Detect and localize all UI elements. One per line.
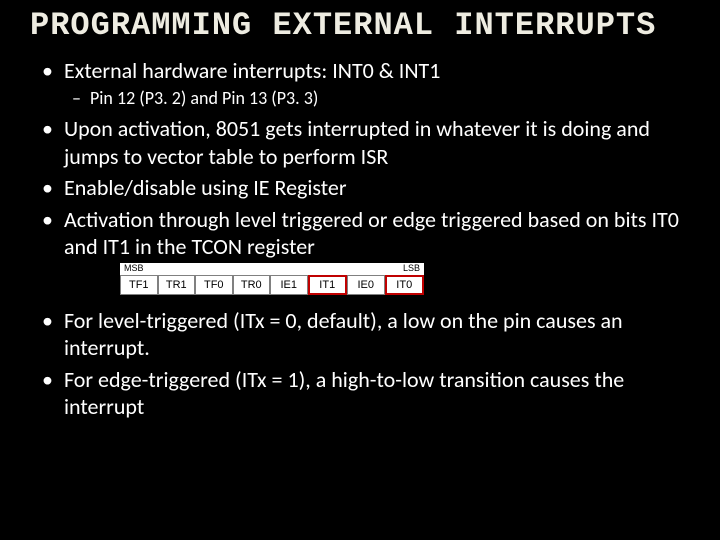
- reg-cell-tr0: TR0: [233, 275, 271, 295]
- slide: PROGRAMMING EXTERNAL INTERRUPTS External…: [0, 0, 720, 540]
- reg-cell-ie1: IE1: [270, 275, 308, 295]
- slide-title: PROGRAMMING EXTERNAL INTERRUPTS: [30, 8, 690, 43]
- bullet-text: Activation through level triggered or ed…: [64, 206, 679, 261]
- bullet-item: For edge-triggered (ITx = 1), a high-to-…: [64, 366, 690, 421]
- sub-bullet-list: Pin 12 (P3. 2) and Pin 13 (P3. 3): [64, 87, 690, 110]
- reg-cell-ie0: IE0: [347, 275, 385, 295]
- lsb-label: LSB: [403, 263, 420, 274]
- bullet-text: For level-triggered (ITx = 0, default), …: [64, 307, 623, 362]
- bullet-item: Enable/disable using IE Register: [64, 174, 690, 202]
- sub-bullet-text: Pin 12 (P3. 2) and Pin 13 (P3. 3): [90, 87, 318, 109]
- sub-bullet-item: Pin 12 (P3. 2) and Pin 13 (P3. 3): [90, 87, 690, 110]
- reg-cell-it0: IT0: [385, 275, 425, 295]
- reg-cell-it1: IT1: [308, 275, 348, 295]
- bullet-list: External hardware interrupts: INT0 & INT…: [30, 57, 690, 421]
- bullet-item: External hardware interrupts: INT0 & INT…: [64, 57, 690, 109]
- reg-cell-tf1: TF1: [120, 275, 158, 295]
- bullet-text: For edge-triggered (ITx = 1), a high-to-…: [64, 366, 624, 421]
- bullet-text: Upon activation, 8051 gets interrupted i…: [64, 115, 650, 170]
- bullet-text: External hardware interrupts: INT0 & INT…: [64, 57, 440, 84]
- bullet-text: Enable/disable using IE Register: [64, 174, 347, 201]
- register-cells: TF1 TR1 TF0 TR0 IE1 IT1 IE0 IT0: [120, 275, 424, 295]
- tcon-register-diagram: MSB LSB TF1 TR1 TF0 TR0 IE1 IT1 IE0 IT0: [120, 263, 690, 295]
- reg-cell-tr1: TR1: [158, 275, 196, 295]
- reg-cell-tf0: TF0: [195, 275, 233, 295]
- register-bit-labels: MSB LSB: [120, 263, 424, 275]
- bullet-item: For level-triggered (ITx = 0, default), …: [64, 307, 690, 362]
- bullet-item: Activation through level triggered or ed…: [64, 206, 690, 295]
- bullet-item: Upon activation, 8051 gets interrupted i…: [64, 115, 690, 170]
- msb-label: MSB: [124, 263, 144, 274]
